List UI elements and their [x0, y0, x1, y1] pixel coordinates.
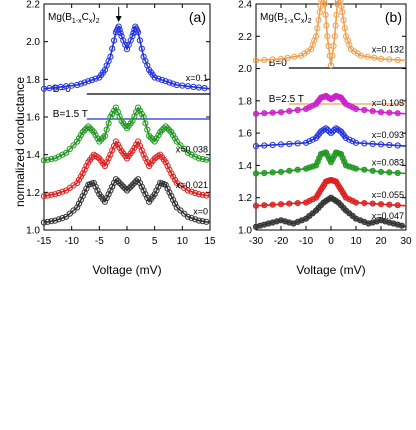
- y-tick-label: 2.2: [26, 0, 40, 11]
- series-line: [256, 0, 406, 65]
- data-point: [253, 203, 258, 208]
- y-tick-label: 2.2: [238, 32, 252, 43]
- panel-1: -30 -20 -10 0 10 20 30 1.0 1.2 1.4 1.6 1.8 2.0 2.2 2.4…: [238, 0, 412, 277]
- data-point: [353, 200, 358, 205]
- data-point: [270, 170, 275, 175]
- x-tick-label: 30: [400, 236, 412, 247]
- y-tick-label: 1.4: [26, 150, 40, 161]
- data-point: [278, 169, 283, 174]
- x-tick-label: 15: [204, 236, 216, 247]
- data-point: [287, 201, 292, 206]
- data-point: [395, 170, 400, 175]
- panel-label: (b): [385, 9, 402, 25]
- data-point: [278, 110, 283, 115]
- data-point: [362, 107, 367, 112]
- series-label: x=0.038: [176, 144, 208, 154]
- data-point: [395, 203, 400, 208]
- x-tick-label: -10: [64, 236, 79, 247]
- x-axis-label: Voltage (mV): [296, 263, 365, 277]
- arrow-head: [116, 16, 122, 22]
- y-axis-label: normalized conductance: [13, 77, 27, 207]
- data-point: [295, 107, 300, 112]
- y-tick-label: 1.6: [26, 113, 40, 124]
- x-tick-label: 20: [375, 236, 387, 247]
- data-point: [353, 106, 358, 111]
- data-point: [387, 110, 392, 115]
- data-point: [262, 203, 267, 208]
- compound-part: Mg(B: [260, 12, 284, 23]
- compound-label: Mg(B1-xCx)2: [260, 12, 312, 25]
- x-tick-label: 0: [124, 236, 130, 247]
- compound-part: Mg(B: [48, 12, 72, 23]
- x-axis-label: Voltage (mV): [92, 263, 161, 277]
- field-label: B=1.5 T: [53, 109, 88, 120]
- data-point: [362, 201, 367, 206]
- data-point: [387, 202, 392, 207]
- series-label: x=0.055: [372, 190, 404, 200]
- data-point: [287, 168, 292, 173]
- data-point: [262, 170, 267, 175]
- y-tick-label: 1.0: [26, 226, 40, 237]
- y-tick-label: 2.0: [26, 37, 40, 48]
- x-tick-label: 5: [152, 236, 158, 247]
- x-tick-label: -10: [299, 236, 314, 247]
- y-tick-label: 1.2: [26, 188, 40, 199]
- series-label: x=0.093: [372, 130, 404, 140]
- y-tick-label: 1.2: [238, 193, 252, 204]
- x-tick-label: 0: [328, 236, 334, 247]
- data-point: [378, 169, 383, 174]
- data-point: [253, 171, 258, 176]
- series-label: x=0.1: [186, 73, 208, 83]
- x-tick-label: -5: [95, 236, 104, 247]
- y-tick-label: 2.0: [238, 64, 252, 75]
- x-tick-label: 10: [350, 236, 362, 247]
- y-tick-label: 1.6: [238, 129, 252, 140]
- x-tick-label: 10: [177, 236, 189, 247]
- series-label: x=0.021: [176, 180, 208, 190]
- data-point: [370, 109, 375, 114]
- data-point: [262, 111, 267, 116]
- x-tick-label: -20: [274, 236, 289, 247]
- panel-0: -15 -10 -5 0 5 10 15 1.0 1.2 1.4 1.6 1.8 2.0 2.2 Volta…: [26, 0, 216, 277]
- compound-label: Mg(B1-xCx)2: [48, 12, 100, 25]
- y-tick-label: 1.8: [26, 75, 40, 86]
- data-point: [353, 166, 358, 171]
- x-tick-label: -15: [37, 236, 52, 247]
- field-label: B=2.5 T: [269, 94, 304, 105]
- panel-label: (a): [189, 9, 206, 25]
- series-label: x=0.132: [372, 45, 404, 55]
- data-point: [362, 167, 367, 172]
- compound-part: C: [82, 12, 89, 23]
- series-label: x=0.105: [372, 98, 404, 108]
- series-label: x=0.083: [372, 158, 404, 168]
- data-point: [295, 201, 300, 206]
- data-point: [295, 167, 300, 172]
- data-point: [287, 109, 292, 114]
- y-tick-label: 1.0: [238, 226, 252, 237]
- series-label: x=0.047: [372, 211, 404, 221]
- data-point: [399, 223, 404, 228]
- y-tick-label: 1.8: [238, 96, 252, 107]
- data-point: [387, 170, 392, 175]
- compound-part: 2: [96, 18, 100, 25]
- compound-part: C: [294, 12, 301, 23]
- x-tick-label: -30: [249, 236, 264, 247]
- data-point: [278, 202, 283, 207]
- data-point: [395, 111, 400, 116]
- y-tick-label: 1.4: [238, 161, 252, 172]
- data-point: [378, 110, 383, 115]
- data-point: [253, 111, 258, 116]
- y-tick-label: 2.4: [238, 0, 252, 11]
- data-point: [370, 168, 375, 173]
- compound-part: 2: [308, 18, 312, 25]
- data-point: [378, 202, 383, 207]
- compound-part: 1-x: [284, 18, 294, 25]
- series-label: x=0: [193, 206, 208, 216]
- compound-part: 1-x: [72, 18, 82, 25]
- data-point: [270, 202, 275, 207]
- data-point: [270, 110, 275, 115]
- data-point: [370, 201, 375, 206]
